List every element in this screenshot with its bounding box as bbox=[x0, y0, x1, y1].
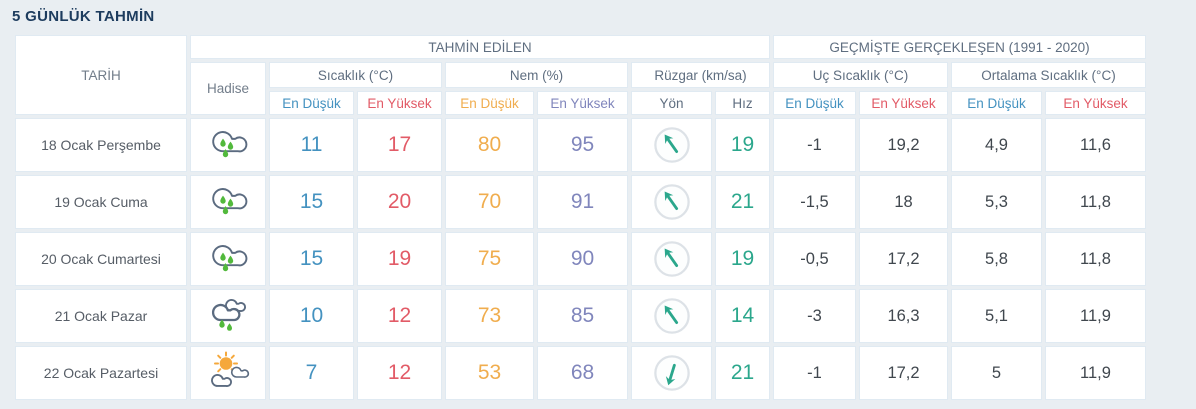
forecast-row: 20 Ocak Cumartesi 15 19 75 90 bbox=[15, 232, 1146, 286]
temp-min-cell: 15 bbox=[269, 175, 354, 229]
column-header-condition: Hadise bbox=[190, 62, 266, 115]
date-cell: 21 Ocak Pazar bbox=[15, 289, 187, 343]
date-cell: 22 Ocak Pazartesi bbox=[15, 346, 187, 400]
temp-max-cell: 17 bbox=[357, 118, 442, 172]
forecast-table: TARİH TAHMİN EDİLEN GEÇMİŞTE GERÇEKLEŞEN… bbox=[12, 32, 1149, 403]
extreme-max-cell: 17,2 bbox=[859, 232, 948, 286]
temp-max-cell: 12 bbox=[357, 289, 442, 343]
subheader-temp-max: En Yüksek bbox=[357, 91, 442, 115]
humidity-max-cell: 90 bbox=[537, 232, 628, 286]
humidity-min-cell: 70 bbox=[445, 175, 534, 229]
extreme-max-cell: 19,2 bbox=[859, 118, 948, 172]
wind-direction-icon bbox=[653, 127, 690, 163]
temp-max-cell: 20 bbox=[357, 175, 442, 229]
wind-direction-cell bbox=[631, 175, 712, 229]
subheader-temp-min: En Düşük bbox=[269, 91, 354, 115]
extreme-min-cell: -1,5 bbox=[773, 175, 856, 229]
humidity-min-cell: 80 bbox=[445, 118, 534, 172]
extreme-min-cell: -1 bbox=[773, 118, 856, 172]
forecast-row: 21 Ocak Pazar 10 12 73 85 bbox=[15, 289, 1146, 343]
extreme-max-cell: 17,2 bbox=[859, 346, 948, 400]
condition-cell bbox=[190, 175, 266, 229]
average-min-cell: 5,8 bbox=[951, 232, 1042, 286]
average-max-cell: 11,9 bbox=[1045, 289, 1146, 343]
temp-max-cell: 12 bbox=[357, 346, 442, 400]
extreme-max-cell: 18 bbox=[859, 175, 948, 229]
humidity-max-cell: 91 bbox=[537, 175, 628, 229]
subheader-average-min: En Düşük bbox=[951, 91, 1042, 115]
average-max-cell: 11,6 bbox=[1045, 118, 1146, 172]
humidity-max-cell: 68 bbox=[537, 346, 628, 400]
rainy-icon bbox=[206, 235, 250, 279]
date-cell: 20 Ocak Cumartesi bbox=[15, 232, 187, 286]
partly-sunny-icon bbox=[206, 349, 250, 393]
extreme-min-cell: -0,5 bbox=[773, 232, 856, 286]
forecast-row: 19 Ocak Cuma 15 20 70 91 bbox=[15, 175, 1146, 229]
condition-cell bbox=[190, 232, 266, 286]
subheader-humidity-min: En Düşük bbox=[445, 91, 534, 115]
humidity-max-cell: 95 bbox=[537, 118, 628, 172]
date-cell: 18 Ocak Perşembe bbox=[15, 118, 187, 172]
temp-max-cell: 19 bbox=[357, 232, 442, 286]
group-header-forecast: TAHMİN EDİLEN bbox=[190, 35, 770, 59]
average-max-cell: 11,8 bbox=[1045, 232, 1146, 286]
temp-min-cell: 11 bbox=[269, 118, 354, 172]
subheader-extreme-max: En Yüksek bbox=[859, 91, 948, 115]
average-min-cell: 4,9 bbox=[951, 118, 1042, 172]
temp-min-cell: 15 bbox=[269, 232, 354, 286]
humidity-max-cell: 85 bbox=[537, 289, 628, 343]
humidity-min-cell: 75 bbox=[445, 232, 534, 286]
date-cell: 19 Ocak Cuma bbox=[15, 175, 187, 229]
wind-direction-cell bbox=[631, 118, 712, 172]
forecast-row: 18 Ocak Perşembe 11 17 80 95 bbox=[15, 118, 1146, 172]
group-header-humidity: Nem (%) bbox=[445, 62, 628, 88]
group-header-historical: GEÇMİŞTE GERÇEKLEŞEN (1991 - 2020) bbox=[773, 35, 1146, 59]
wind-speed-cell: 21 bbox=[715, 175, 770, 229]
wind-direction-icon bbox=[653, 298, 690, 334]
group-header-wind: Rüzgar (km/sa) bbox=[631, 62, 770, 88]
group-header-average-temperature: Ortalama Sıcaklık (°C) bbox=[951, 62, 1146, 88]
temp-min-cell: 7 bbox=[269, 346, 354, 400]
temp-min-cell: 10 bbox=[269, 289, 354, 343]
average-min-cell: 5 bbox=[951, 346, 1042, 400]
subheader-wind-direction: Yön bbox=[631, 91, 712, 115]
condition-cell bbox=[190, 289, 266, 343]
wind-speed-cell: 19 bbox=[715, 232, 770, 286]
page-title: 5 GÜNLÜK TAHMİN bbox=[12, 8, 155, 25]
subheader-extreme-min: En Düşük bbox=[773, 91, 856, 115]
group-header-extreme-temperature: Uç Sıcaklık (°C) bbox=[773, 62, 948, 88]
column-header-date: TARİH bbox=[15, 35, 187, 115]
average-max-cell: 11,8 bbox=[1045, 175, 1146, 229]
subheader-average-max: En Yüksek bbox=[1045, 91, 1146, 115]
wind-direction-icon bbox=[653, 241, 690, 277]
extreme-min-cell: -1 bbox=[773, 346, 856, 400]
subheader-wind-speed: Hız bbox=[715, 91, 770, 115]
average-min-cell: 5,3 bbox=[951, 175, 1042, 229]
wind-speed-cell: 14 bbox=[715, 289, 770, 343]
humidity-min-cell: 73 bbox=[445, 289, 534, 343]
wind-direction-cell bbox=[631, 346, 712, 400]
extreme-max-cell: 16,3 bbox=[859, 289, 948, 343]
condition-cell bbox=[190, 118, 266, 172]
wind-direction-cell bbox=[631, 289, 712, 343]
wind-speed-cell: 19 bbox=[715, 118, 770, 172]
rainy-icon bbox=[206, 121, 250, 165]
group-header-temperature: Sıcaklık (°C) bbox=[269, 62, 442, 88]
wind-speed-cell: 21 bbox=[715, 346, 770, 400]
extreme-min-cell: -3 bbox=[773, 289, 856, 343]
wind-direction-icon bbox=[653, 355, 690, 391]
humidity-min-cell: 53 bbox=[445, 346, 534, 400]
rainy-icon bbox=[206, 178, 250, 222]
wind-direction-icon bbox=[653, 184, 690, 220]
wind-direction-cell bbox=[631, 232, 712, 286]
forecast-row: 22 Ocak Pazartesi bbox=[15, 346, 1146, 400]
subheader-humidity-max: En Yüksek bbox=[537, 91, 628, 115]
average-max-cell: 11,9 bbox=[1045, 346, 1146, 400]
condition-cell bbox=[190, 346, 266, 400]
average-min-cell: 5,1 bbox=[951, 289, 1042, 343]
rain-showers-icon bbox=[206, 292, 250, 336]
